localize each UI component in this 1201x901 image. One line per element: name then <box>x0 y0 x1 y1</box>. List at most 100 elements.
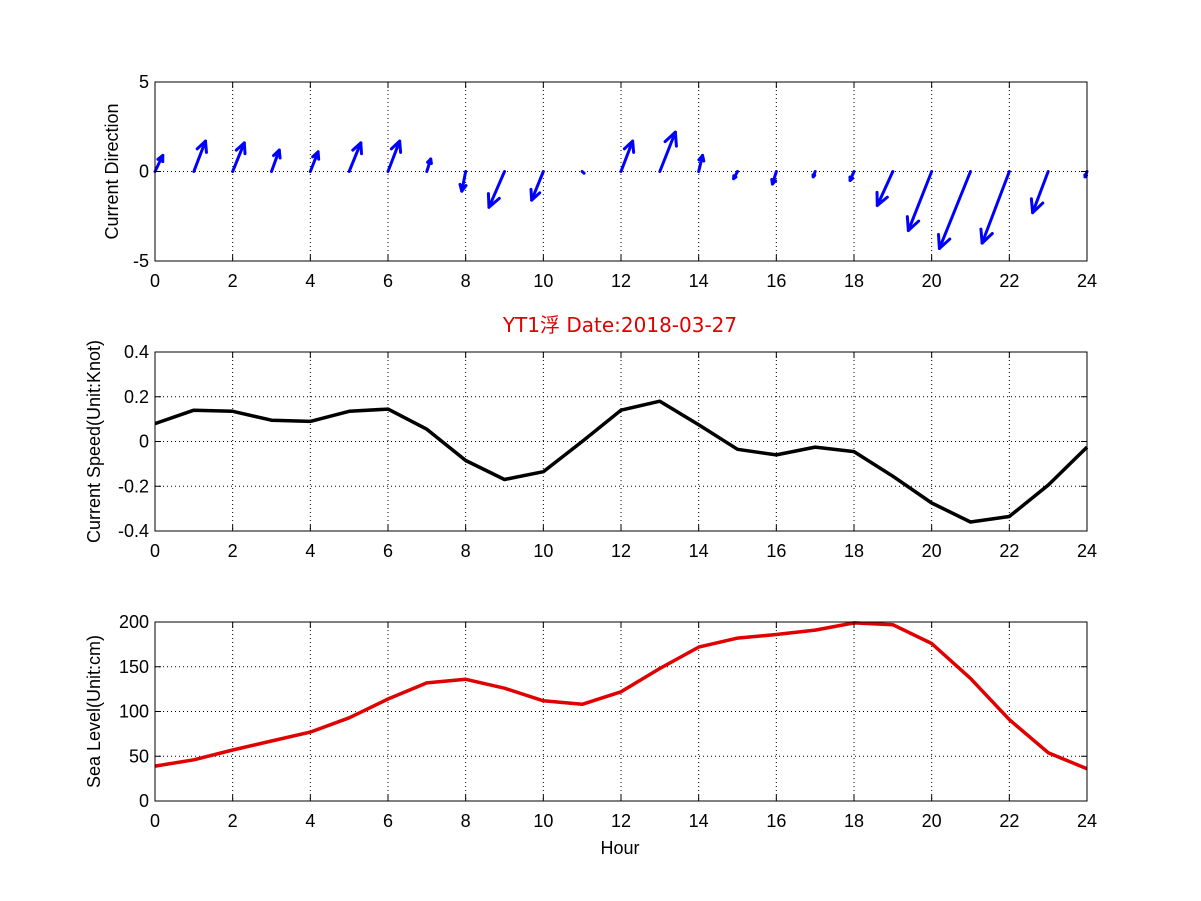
x-tick-label: 24 <box>1077 811 1097 831</box>
x-tick-label: 18 <box>844 541 864 561</box>
vector-shaft <box>231 141 246 173</box>
vector-shaft <box>270 148 281 173</box>
x-tick-label: 14 <box>689 541 709 561</box>
x-tick-label: 22 <box>999 541 1019 561</box>
current-vector <box>486 170 506 209</box>
current-vector <box>697 153 706 173</box>
x-tick-label: 10 <box>533 271 553 291</box>
current-vector <box>153 153 165 173</box>
y-axis-label: Sea Level(Unit:cm) <box>84 635 104 788</box>
x-tick-label: 2 <box>228 541 238 561</box>
current-vector <box>386 139 403 173</box>
x-tick-label: 6 <box>383 271 393 291</box>
current-vector <box>905 170 934 233</box>
vector-arrowhead <box>195 139 208 154</box>
x-tick-label: 18 <box>844 271 864 291</box>
current-vector <box>458 170 468 193</box>
current-vector <box>529 170 545 202</box>
x-tick-label: 6 <box>383 811 393 831</box>
x-tick-label: 14 <box>689 811 709 831</box>
y-tick-label: 50 <box>129 746 149 766</box>
current-vector <box>580 170 586 175</box>
vector-arrowhead <box>732 174 738 181</box>
current-vector <box>619 139 636 173</box>
vector-arrowhead <box>486 192 501 209</box>
y-tick-label: -5 <box>133 251 149 271</box>
y-tick-label: -0.4 <box>118 521 149 541</box>
vector-shaft <box>308 150 320 173</box>
x-tick-label: 8 <box>461 811 471 831</box>
vector-arrowhead <box>234 141 247 156</box>
vector-shaft <box>487 170 506 209</box>
vector-arrowhead <box>458 182 468 193</box>
current-vector <box>937 170 972 250</box>
current-vector <box>425 157 433 173</box>
vector-arrowhead <box>663 130 678 148</box>
x-tick-label: 4 <box>305 541 315 561</box>
x-tick-label: 0 <box>150 271 160 291</box>
x-tick-label: 16 <box>766 811 786 831</box>
y-axis-label: Current Direction <box>102 103 122 239</box>
x-tick-label: 22 <box>999 811 1019 831</box>
x-tick-label: 18 <box>844 811 864 831</box>
x-tick-label: 22 <box>999 271 1019 291</box>
vector-shaft <box>980 170 1011 245</box>
current-vector <box>770 170 778 186</box>
x-tick-label: 12 <box>611 811 631 831</box>
vector-shaft <box>347 141 363 173</box>
vector-arrowhead <box>937 233 952 250</box>
current-vector <box>231 141 247 173</box>
y-tick-label: 0.2 <box>124 387 149 407</box>
vector-arrowhead <box>426 157 433 166</box>
current-vector <box>192 139 208 173</box>
y-tick-label: 100 <box>119 702 149 722</box>
x-tick-label: 20 <box>922 811 942 831</box>
x-tick-label: 8 <box>461 541 471 561</box>
series-line <box>154 399 1089 524</box>
vector-arrowhead <box>1083 173 1088 179</box>
vector-shaft <box>192 139 207 173</box>
vector-arrowhead <box>697 153 706 163</box>
vector-shaft <box>906 170 934 233</box>
y-tick-label: 0.4 <box>124 342 149 362</box>
vector-arrowhead <box>875 190 889 208</box>
current-vector <box>308 150 321 173</box>
x-tick-label: 0 <box>150 541 160 561</box>
y-tick-label: 0 <box>139 162 149 182</box>
frame-layer <box>154 81 1088 802</box>
y-tick-label: 0 <box>139 791 149 811</box>
current-vector <box>875 170 895 208</box>
vector-shaft <box>875 170 895 208</box>
x-tick-label: 8 <box>461 271 471 291</box>
x-tick-label: 2 <box>228 811 238 831</box>
x-tick-label: 20 <box>922 271 942 291</box>
current-vector <box>347 141 364 173</box>
x-axis-label: Hour <box>600 838 639 858</box>
y-tick-label: 5 <box>139 72 149 92</box>
x-tick-label: 14 <box>689 271 709 291</box>
text-layer: YT1浮 Date:2018-03-27 Hour 0 2 4 6 8 10 12 14 16 1… <box>84 72 1097 858</box>
x-tick-label: 24 <box>1077 541 1097 561</box>
x-tick-label: 12 <box>611 541 631 561</box>
vector-arrowhead <box>156 153 165 164</box>
vector-arrowhead <box>351 141 364 156</box>
x-tick-label: 10 <box>533 541 553 561</box>
x-tick-label: 24 <box>1077 271 1097 291</box>
vector-arrowhead <box>979 227 994 245</box>
data-layer <box>153 130 1089 771</box>
current-vector <box>979 170 1011 245</box>
x-tick-label: 16 <box>766 271 786 291</box>
vector-shaft <box>1031 170 1050 215</box>
current-vector <box>732 170 739 181</box>
vector-shaft <box>619 139 635 173</box>
vector-arrowhead <box>848 175 855 182</box>
x-tick-label: 4 <box>305 811 315 831</box>
current-vector <box>658 130 678 173</box>
vector-shaft <box>658 130 677 173</box>
x-tick-label: 4 <box>305 271 315 291</box>
y-tick-label: 200 <box>119 612 149 632</box>
x-tick-label: 2 <box>228 271 238 291</box>
vector-shaft <box>937 170 972 250</box>
